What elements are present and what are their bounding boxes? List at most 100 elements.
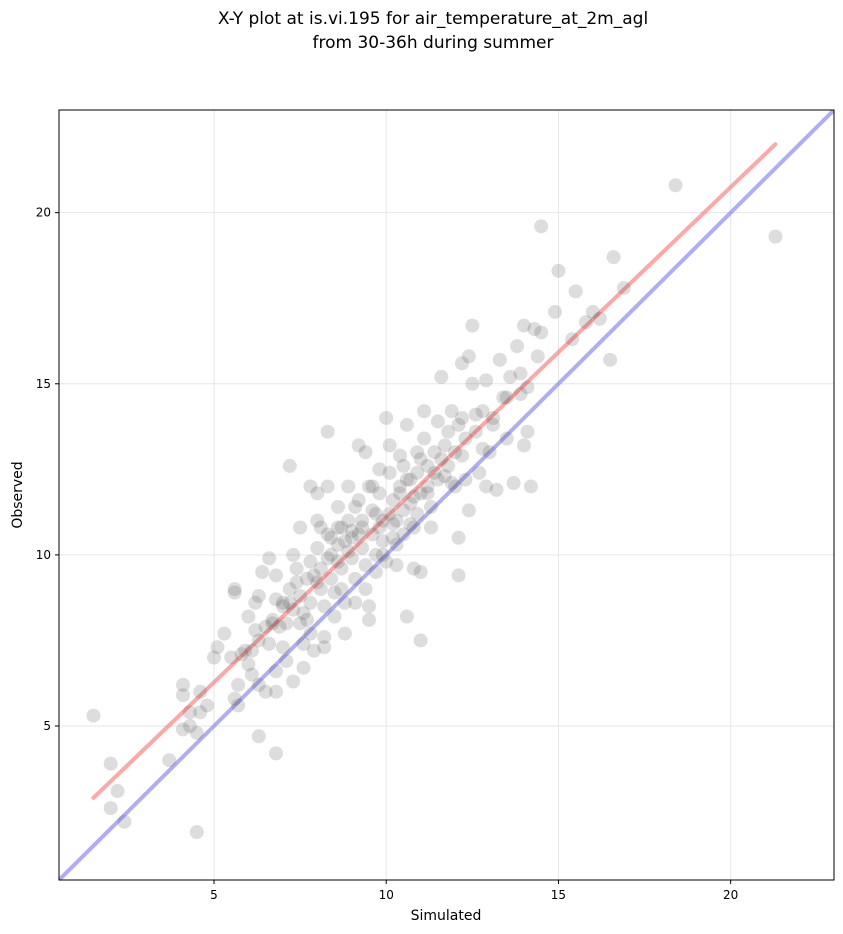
scatter-point: [293, 588, 308, 603]
scatter-point: [358, 582, 373, 597]
scatter-point: [430, 414, 445, 429]
scatter-point: [193, 705, 208, 720]
scatter-point: [227, 585, 242, 600]
scatter-point: [227, 582, 242, 597]
scatter-point: [520, 380, 535, 395]
scatter-point: [413, 633, 428, 648]
scatter-point: [565, 332, 580, 347]
scatter-point: [344, 530, 359, 545]
scatter-point: [344, 551, 359, 566]
scatter-point: [482, 445, 497, 460]
scatter-point: [313, 520, 328, 535]
scatter-point: [448, 479, 463, 494]
scatter-point: [403, 472, 418, 487]
scatter-point: [520, 424, 535, 439]
scatter-point: [379, 554, 394, 569]
scatter-point: [286, 547, 301, 562]
scatter-point: [200, 698, 215, 713]
scatter-point: [269, 684, 283, 699]
scatter-point: [455, 411, 469, 425]
scatter-point: [327, 585, 342, 600]
scatter-point: [489, 482, 504, 497]
scatter-point: [234, 647, 249, 662]
scatter-point: [110, 784, 125, 799]
scatter-point: [513, 387, 528, 402]
scatter-point: [182, 719, 197, 733]
scatter-point: [331, 520, 345, 535]
scatter-point: [368, 547, 383, 562]
scatter-point: [103, 801, 118, 816]
scatter-point: [241, 657, 256, 672]
scatter-point: [768, 229, 783, 244]
scatter-point: [410, 465, 425, 480]
scatter-point: [406, 561, 421, 576]
scatter-point: [413, 565, 428, 579]
scatter-point: [303, 479, 318, 494]
scatter-point: [444, 404, 459, 419]
scatter-point: [344, 523, 359, 538]
scatter-point: [375, 547, 390, 562]
scatter-point: [420, 479, 435, 494]
scatter-point: [176, 688, 190, 703]
scatter-point: [592, 311, 607, 326]
scatter-point: [382, 506, 397, 521]
scatter-point: [341, 544, 356, 559]
scatter-point: [293, 520, 308, 535]
fit-line: [91, 142, 778, 800]
scatter-point: [327, 609, 342, 624]
scatter-point: [317, 599, 332, 614]
scatter-point: [362, 612, 376, 627]
scatter-point: [176, 722, 190, 737]
scatter-point: [262, 551, 277, 566]
scatter-point: [358, 445, 373, 460]
scatter-point: [279, 616, 294, 631]
scatter-point: [251, 588, 266, 603]
scatter-point: [465, 318, 480, 333]
scatter-point: [475, 441, 490, 456]
scatter-point: [406, 489, 421, 504]
scatter-point: [668, 178, 683, 193]
scatter-point: [275, 640, 290, 655]
scatter-point: [337, 626, 352, 641]
scatter-point: [413, 452, 428, 467]
scatter-point: [351, 493, 366, 508]
scatter-point: [355, 541, 370, 556]
scatter-point: [324, 530, 339, 545]
scatter-point: [379, 411, 394, 425]
scatter-point: [275, 595, 290, 610]
scatter-point: [486, 411, 500, 425]
scatter-point: [306, 643, 321, 658]
scatter-point: [313, 582, 328, 597]
scatter-point: [437, 469, 452, 484]
scatter-point: [255, 565, 270, 579]
scatter-point: [269, 664, 283, 679]
plot-frame: [58, 109, 835, 881]
scatter-point: [513, 366, 528, 381]
scatter-point: [310, 541, 325, 556]
scatter-point: [479, 479, 494, 494]
scatter-point: [224, 650, 239, 665]
chart-title-line2: from 30-36h during summer: [313, 33, 554, 53]
scatter-point: [424, 520, 438, 535]
scatter-point: [389, 513, 404, 528]
scatter-point: [492, 352, 507, 367]
scatter-point: [320, 424, 335, 439]
scatter-point: [320, 551, 335, 566]
scatter-point: [251, 729, 266, 744]
scatter-point: [420, 486, 435, 501]
scatter-point: [244, 667, 259, 682]
scatter-point: [334, 561, 349, 576]
scatter-point: [372, 462, 387, 477]
scatter-point: [396, 527, 411, 542]
scatter-point: [365, 527, 380, 542]
scatter-point: [176, 677, 190, 692]
scatter-point: [248, 623, 263, 638]
scatter-point: [434, 452, 449, 467]
scatter-point: [365, 503, 380, 518]
scatter-point: [286, 602, 301, 617]
scatter-point: [430, 472, 445, 487]
scatter-point: [103, 756, 118, 771]
scatter-point: [337, 595, 352, 610]
y-axis-label: Observed: [10, 461, 26, 528]
